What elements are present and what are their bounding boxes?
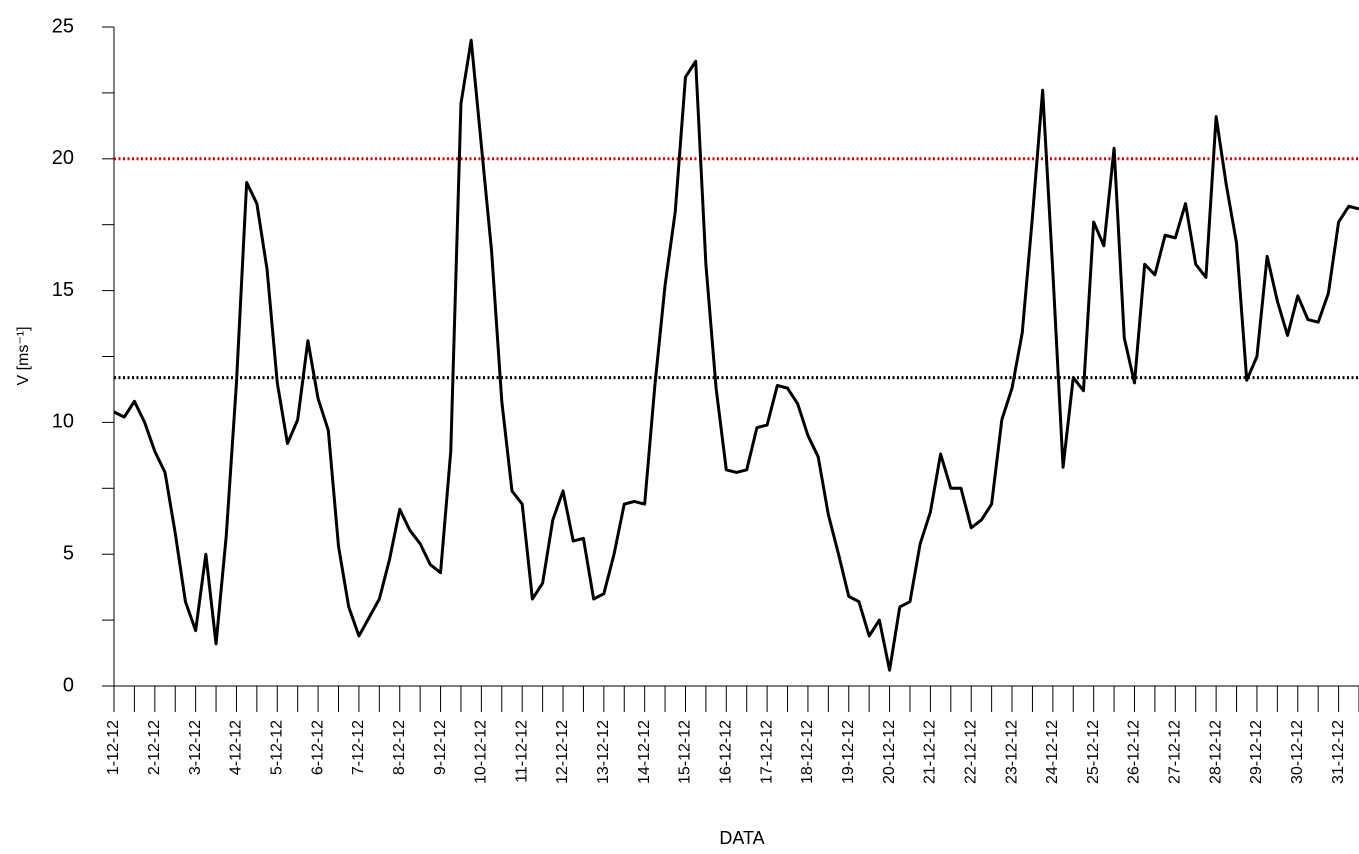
y-tick-label: 15 bbox=[52, 279, 74, 301]
x-tick-label: 13-12-12 bbox=[595, 720, 612, 784]
x-tick-label: 11-12-12 bbox=[513, 720, 530, 783]
x-tick-label: 7-12-12 bbox=[350, 720, 367, 775]
x-tick-label: 10-12-12 bbox=[473, 720, 490, 784]
x-tick-label: 14-12-12 bbox=[636, 720, 653, 784]
x-tick-label: 24-12-12 bbox=[1044, 720, 1061, 784]
x-tick-label: 18-12-12 bbox=[799, 720, 816, 784]
x-tick-label: 17-12-12 bbox=[758, 720, 775, 784]
x-tick-label: 26-12-12 bbox=[1126, 720, 1143, 784]
x-tick-label: 8-12-12 bbox=[391, 720, 408, 775]
x-tick-label: 1-12-12 bbox=[105, 720, 122, 775]
x-tick-label: 27-12-12 bbox=[1167, 720, 1184, 784]
y-tick-label: 20 bbox=[52, 147, 74, 169]
x-tick-label: 25-12-12 bbox=[1085, 720, 1102, 784]
y-axis-label: V [ms⁻¹] bbox=[15, 326, 32, 385]
x-tick-label: 20-12-12 bbox=[881, 720, 898, 784]
x-tick-label: 4-12-12 bbox=[228, 720, 245, 775]
x-tick-label: 28-12-12 bbox=[1207, 720, 1224, 784]
y-tick-label: 25 bbox=[52, 15, 74, 37]
x-tick-label: 2-12-12 bbox=[146, 720, 163, 775]
y-tick-label: 5 bbox=[63, 542, 74, 564]
x-tick-label: 6-12-12 bbox=[309, 720, 326, 775]
x-tick-label: 21-12-12 bbox=[922, 720, 939, 784]
x-tick-label: 3-12-12 bbox=[187, 720, 204, 775]
y-tick-label: 0 bbox=[63, 674, 74, 696]
x-tick-label: 16-12-12 bbox=[718, 720, 735, 784]
x-tick-label: 19-12-12 bbox=[840, 720, 857, 784]
x-tick-label: 22-12-12 bbox=[962, 720, 979, 784]
y-tick-label: 10 bbox=[52, 411, 74, 433]
x-tick-label: 12-12-12 bbox=[554, 720, 571, 784]
x-tick-label: 15-12-12 bbox=[677, 720, 694, 784]
x-tick-label: 29-12-12 bbox=[1248, 720, 1265, 784]
x-tick-label: 23-12-12 bbox=[1003, 720, 1020, 784]
x-axis-label: DATA bbox=[719, 828, 764, 848]
x-tick-label: 9-12-12 bbox=[432, 720, 449, 775]
data-line bbox=[113, 38, 1359, 672]
x-tick-label: 30-12-12 bbox=[1289, 720, 1306, 784]
x-tick-label: 31-12-12 bbox=[1330, 720, 1347, 784]
x-tick-label: 5-12-12 bbox=[268, 720, 285, 775]
